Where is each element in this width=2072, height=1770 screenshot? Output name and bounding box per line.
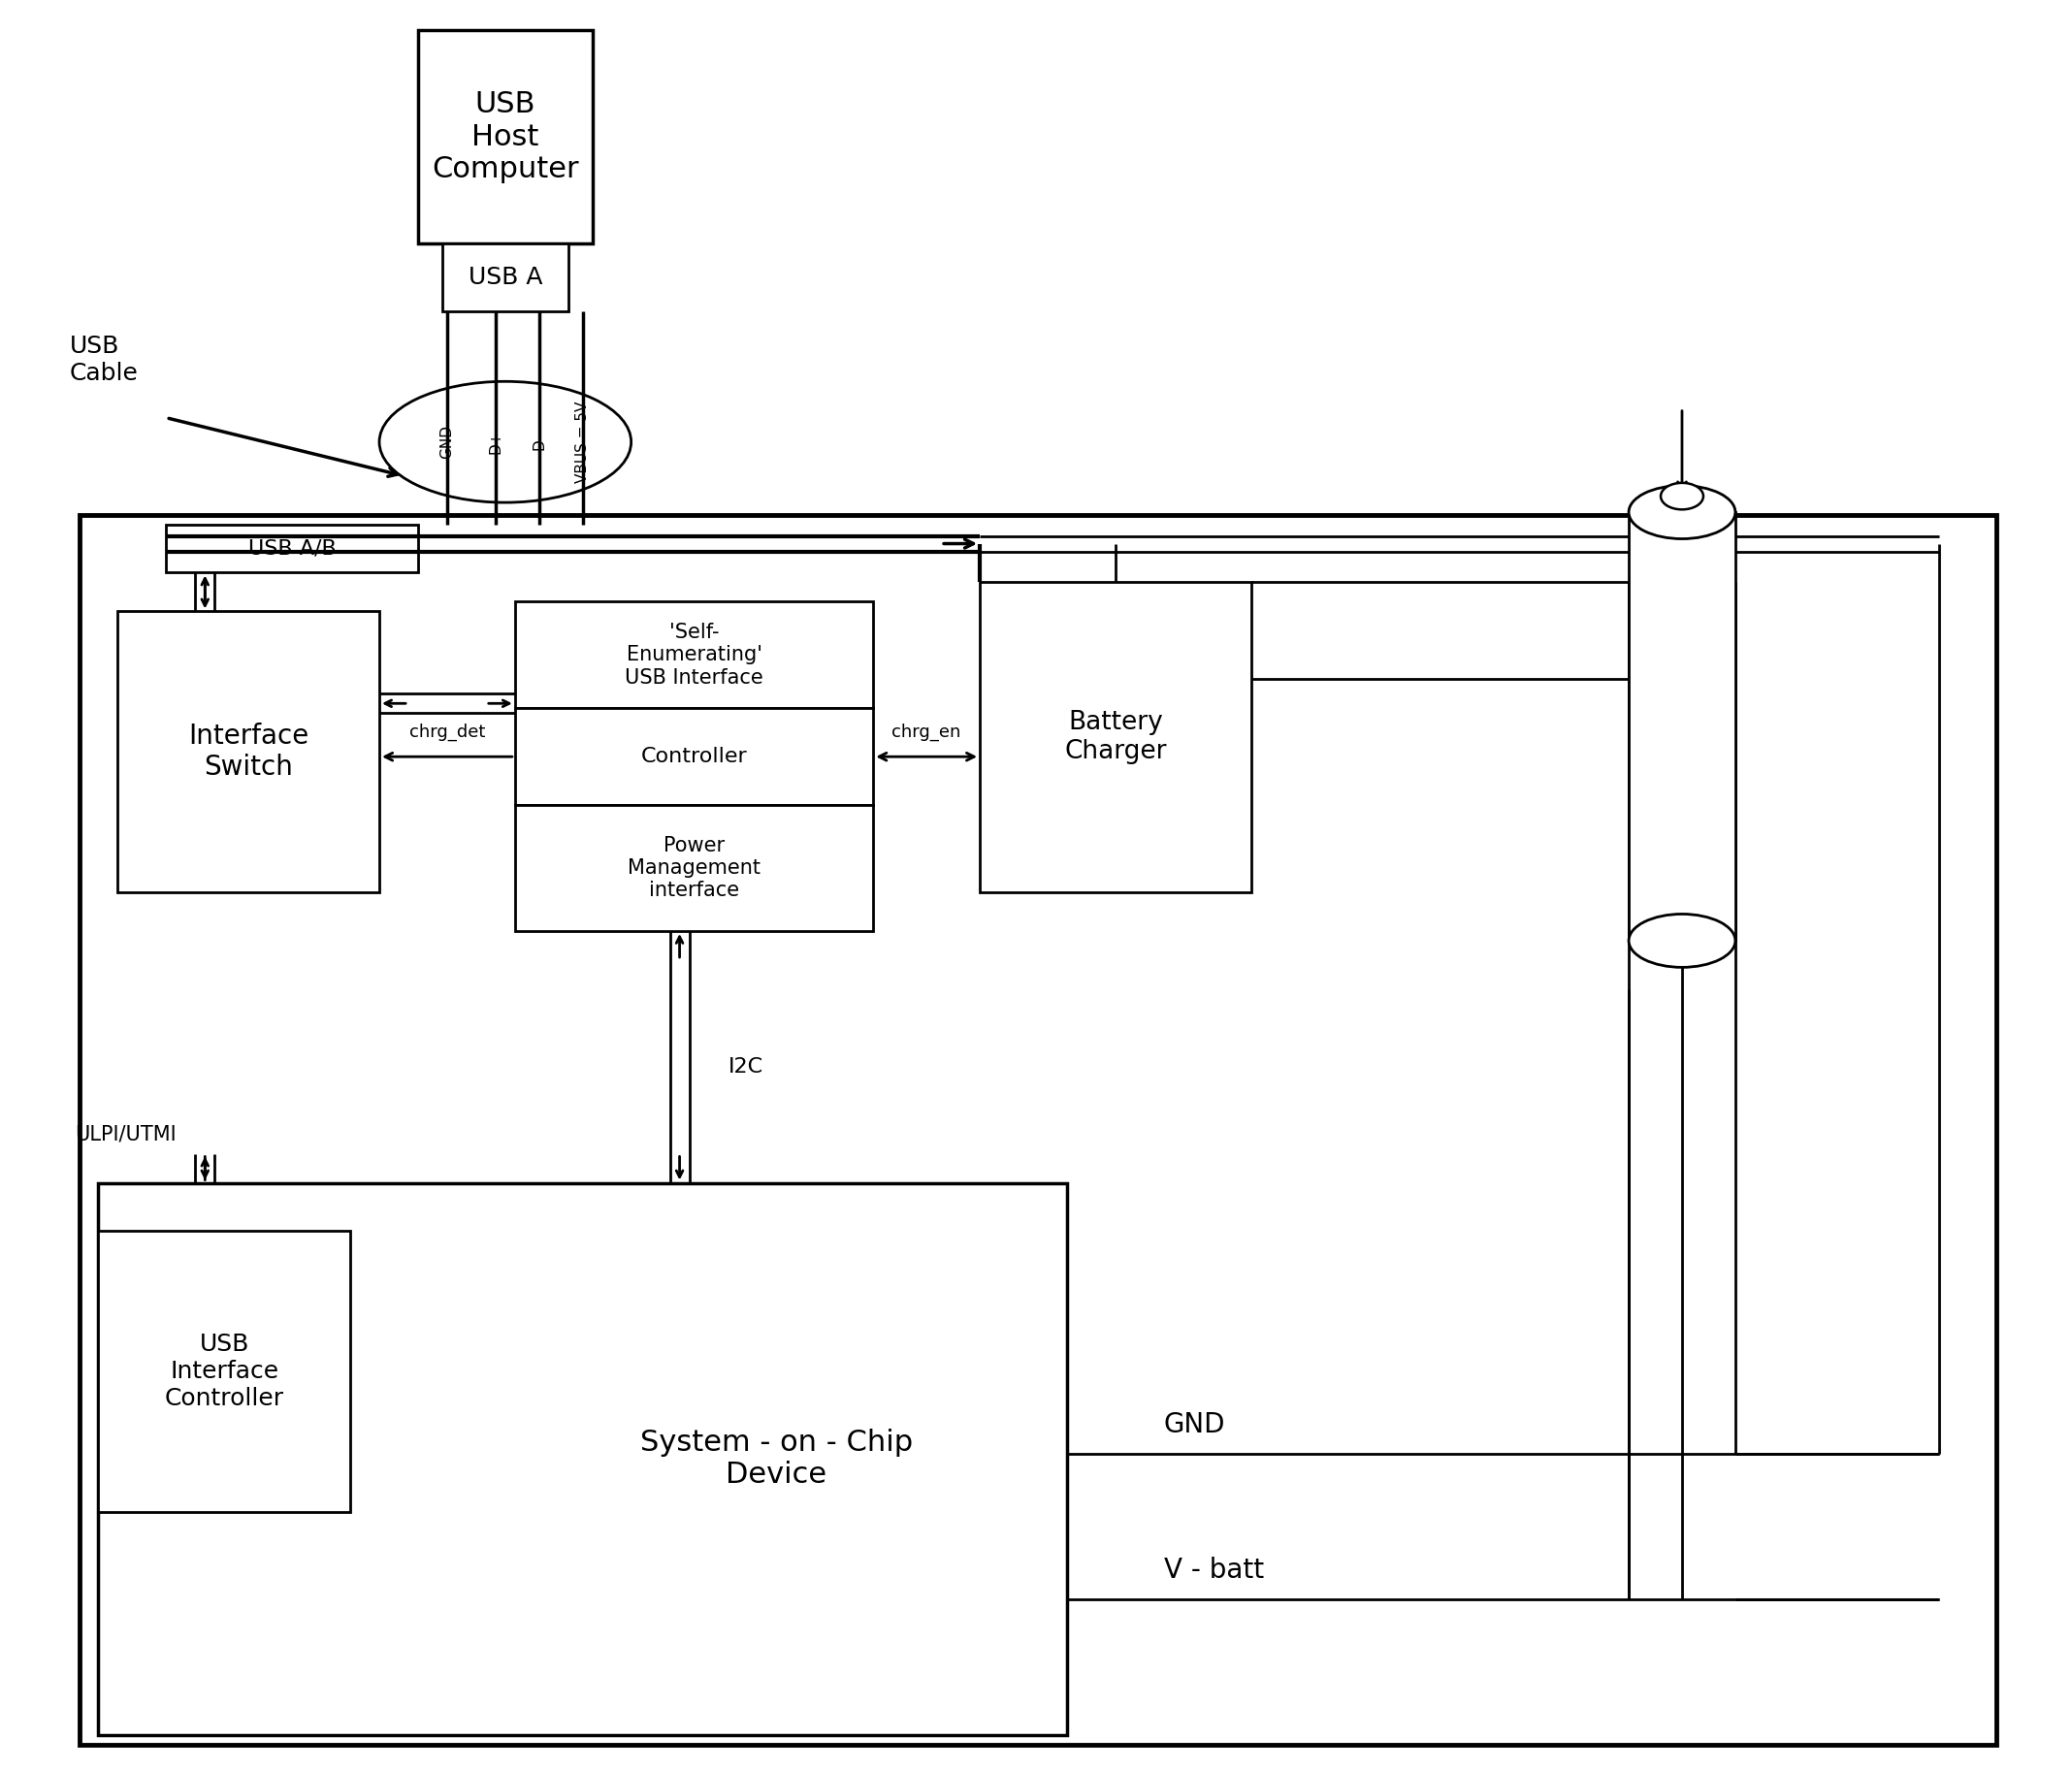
Text: chrg_en: chrg_en	[891, 724, 961, 742]
Text: Interface
Switch: Interface Switch	[189, 722, 309, 781]
Bar	[516, 602, 872, 708]
Ellipse shape	[1662, 483, 1703, 510]
Bar	[441, 244, 568, 312]
Text: Controller: Controller	[640, 747, 748, 766]
Text: GND: GND	[439, 425, 454, 458]
Text: D-: D-	[533, 434, 547, 450]
Bar	[1629, 512, 1736, 940]
Text: USB A: USB A	[468, 266, 543, 289]
Text: V - batt: V - batt	[1164, 1556, 1264, 1584]
Bar	[99, 1182, 1067, 1735]
Text: Battery
Charger: Battery Charger	[1065, 710, 1167, 765]
Ellipse shape	[379, 382, 632, 503]
Bar	[166, 524, 419, 573]
Text: GND: GND	[1164, 1411, 1225, 1439]
Bar	[980, 582, 1251, 892]
Text: USB
Interface
Controller: USB Interface Controller	[164, 1333, 284, 1411]
Text: 'Self-
Enumerating'
USB Interface: 'Self- Enumerating' USB Interface	[626, 623, 762, 687]
Ellipse shape	[1629, 913, 1736, 968]
Bar	[79, 515, 1997, 1745]
Bar	[419, 30, 593, 244]
Text: ULPI/UTMI: ULPI/UTMI	[75, 1124, 176, 1143]
Text: System - on - Chip
Device: System - on - Chip Device	[640, 1428, 914, 1489]
Bar	[516, 805, 872, 931]
Text: USB
Host
Computer: USB Host Computer	[431, 90, 578, 184]
Text: chrg_det: chrg_det	[408, 724, 485, 742]
Text: USB
Cable: USB Cable	[68, 335, 139, 384]
Bar	[99, 1232, 350, 1512]
Ellipse shape	[1629, 485, 1736, 538]
Bar	[516, 708, 872, 805]
Text: I2C: I2C	[727, 1057, 762, 1076]
Text: VBUS = 5V: VBUS = 5V	[576, 402, 591, 483]
Text: Power
Management
interface: Power Management interface	[628, 835, 760, 901]
Bar	[118, 611, 379, 892]
Text: D+: D+	[489, 430, 503, 453]
Text: USB A/B: USB A/B	[249, 538, 336, 558]
